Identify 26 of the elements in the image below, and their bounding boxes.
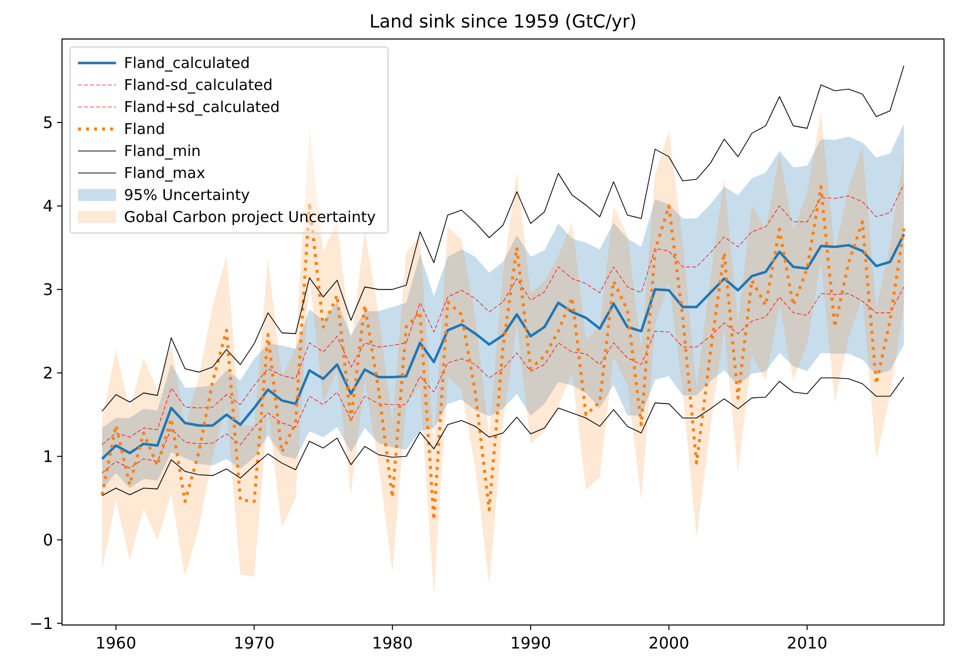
legend-label: Fland_calculated bbox=[124, 54, 250, 72]
line-series bbox=[102, 184, 904, 445]
y-tick-label: 4 bbox=[42, 196, 53, 216]
y-tick-label: 3 bbox=[42, 280, 53, 299]
chart-title: Land sink since 1959 (GtC/yr) bbox=[369, 12, 637, 32]
line-series bbox=[102, 286, 904, 474]
legend-label: Fland_max bbox=[124, 164, 206, 182]
y-tick-label: 2 bbox=[42, 363, 53, 382]
line-series bbox=[102, 376, 904, 496]
annotation: Gobal Carbon project Uncertainty bbox=[124, 208, 376, 226]
line-series bbox=[100, 233, 906, 460]
y-tick-label: 0 bbox=[42, 530, 53, 550]
legend-label: Fland_min bbox=[124, 142, 201, 160]
y-tick-label: −1 bbox=[29, 614, 53, 633]
x-tick-label: 1960 bbox=[96, 634, 136, 652]
legend-label: Fland bbox=[124, 120, 166, 138]
x-tick-label: 1970 bbox=[234, 634, 275, 652]
x-tick-label: 1990 bbox=[510, 634, 552, 652]
y-tick-label: 5 bbox=[42, 112, 53, 132]
legend-label: Fland+sd_calculated bbox=[124, 98, 280, 116]
legend-label: Fland-sd_calculated bbox=[124, 76, 273, 94]
x-tick-label: 2010 bbox=[786, 634, 828, 652]
annotation: 95% Uncertainty bbox=[124, 186, 250, 204]
x-tick-label: 2000 bbox=[648, 634, 690, 652]
x-tick-label: 1980 bbox=[372, 634, 413, 652]
y-tick-label: 1 bbox=[42, 446, 53, 466]
